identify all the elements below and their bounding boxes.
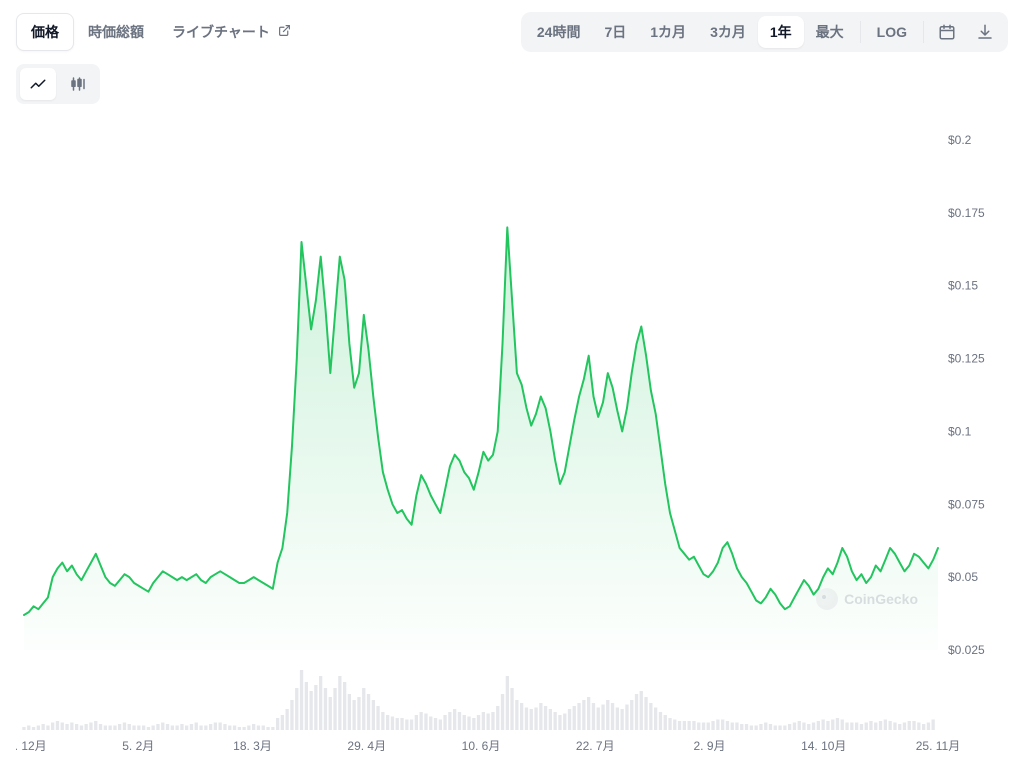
svg-text:29. 4月: 29. 4月 — [347, 739, 386, 753]
svg-text:18. 3月: 18. 3月 — [233, 739, 272, 753]
svg-text:5. 2月: 5. 2月 — [122, 739, 154, 753]
calendar-button[interactable] — [928, 17, 966, 47]
svg-text:25. 12月: 25. 12月 — [16, 739, 47, 753]
tab-price[interactable]: 価格 — [16, 13, 74, 51]
svg-text:22. 7月: 22. 7月 — [576, 739, 615, 753]
svg-text:$0.15: $0.15 — [948, 279, 978, 293]
chart-style-line[interactable] — [20, 68, 56, 100]
range-3m[interactable]: 3カ月 — [698, 16, 758, 48]
svg-text:25. 11月: 25. 11月 — [916, 739, 960, 753]
svg-text:$0.075: $0.075 — [948, 497, 985, 511]
range-24h[interactable]: 24時間 — [525, 16, 593, 48]
tab-live-chart[interactable]: ライブチャート — [158, 14, 305, 50]
chart-style-group — [16, 64, 100, 104]
tab-live-chart-label: ライブチャート — [172, 24, 270, 40]
view-tabs: 価格 時価総額 ライブチャート — [16, 13, 305, 51]
svg-text:10. 6月: 10. 6月 — [462, 739, 501, 753]
divider — [860, 21, 861, 43]
svg-text:$0.125: $0.125 — [948, 352, 985, 366]
range-7d[interactable]: 7日 — [592, 16, 638, 48]
svg-text:$0.175: $0.175 — [948, 206, 985, 220]
price-chart[interactable]: $0.2 $0.175 $0.15 $0.125 $0.1 $0.075 $0.05 $0.0… — [16, 100, 1008, 760]
external-link-icon — [278, 25, 291, 40]
chart-style-candlestick[interactable] — [60, 68, 96, 100]
range-1m[interactable]: 1カ月 — [638, 16, 698, 48]
candlestick-icon — [69, 75, 87, 93]
svg-text:$0.2: $0.2 — [948, 133, 972, 147]
price-chart-container: $0.2 $0.175 $0.15 $0.125 $0.1 $0.075 $0.05 $0.0… — [16, 100, 1008, 760]
divider — [923, 21, 924, 43]
svg-text:$0.05: $0.05 — [948, 570, 978, 584]
line-chart-icon — [29, 75, 47, 93]
svg-text:$0.025: $0.025 — [948, 643, 985, 657]
range-1y[interactable]: 1年 — [758, 16, 804, 48]
svg-text:2. 9月: 2. 9月 — [693, 739, 725, 753]
download-icon — [976, 23, 994, 41]
svg-text:$0.1: $0.1 — [948, 424, 972, 438]
svg-text:14. 10月: 14. 10月 — [801, 739, 846, 753]
tab-market-cap[interactable]: 時価総額 — [74, 14, 158, 50]
toggle-log[interactable]: LOG — [865, 18, 919, 46]
calendar-icon — [938, 23, 956, 41]
range-max[interactable]: 最大 — [804, 16, 856, 48]
time-range-group: 24時間 7日 1カ月 3カ月 1年 最大 LOG — [521, 12, 1008, 52]
download-button[interactable] — [966, 17, 1004, 47]
